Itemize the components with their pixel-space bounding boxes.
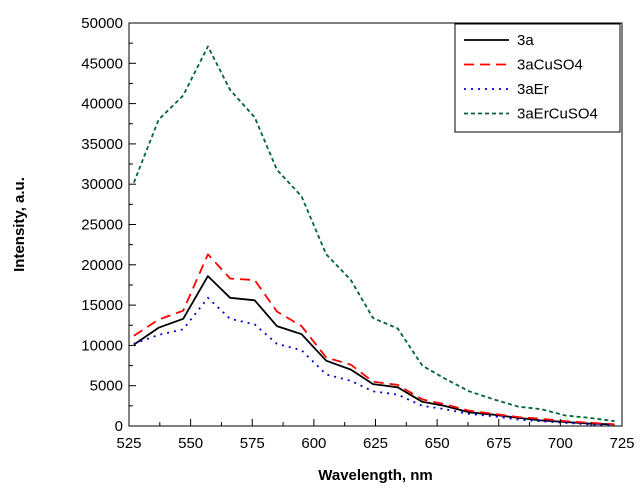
x-tick-label: 675 [486,435,511,452]
y-tick-label: 40000 [81,96,123,113]
x-tick-label: 625 [363,435,388,452]
y-tick-label: 15000 [81,297,123,314]
x-tick-label: 600 [301,435,326,452]
y-tick-label: 50000 [81,15,123,32]
legend-label: 3aErCuSO4 [517,106,598,123]
series-line-3aer [133,296,615,427]
y-tick-label: 10000 [81,337,123,354]
legend-label: 3aCuSO4 [517,57,583,74]
y-tick-label: 5000 [90,378,123,395]
legend-box [454,23,621,133]
y-tick-label: 30000 [81,176,123,193]
series-layer [133,45,615,427]
y-tick-label: 45000 [81,55,123,72]
x-tick-label: 525 [116,435,141,452]
x-tick-label: 550 [178,435,203,452]
x-tick-label: 725 [609,435,634,452]
x-tick-label: 575 [240,435,265,452]
x-axis: 525 550 575 600 625 650 675 700 725 [116,419,635,452]
y-axis: 0 5000 10000 15000 20000 25000 30000 35000 40000… [81,15,136,435]
x-axis-title: Wavelength, nm [318,467,432,484]
series-line-3acuso4 [133,253,615,426]
y-tick-label: 25000 [81,217,123,234]
y-tick-label: 35000 [81,136,123,153]
series-line-3aercuso4 [133,45,615,423]
x-tick-label: 650 [425,435,450,452]
legend-label: 3aEr [517,81,549,98]
y-tick-label: 0 [115,418,123,435]
legend: 3a 3aCuSO4 3aEr 3aErCuSO4 [454,23,621,133]
y-axis-title: Intensity, a.u. [11,177,28,272]
legend-label: 3a [517,32,534,49]
y-tick-label: 20000 [81,257,123,274]
series-line-3a [133,275,615,426]
x-tick-label: 700 [548,435,573,452]
